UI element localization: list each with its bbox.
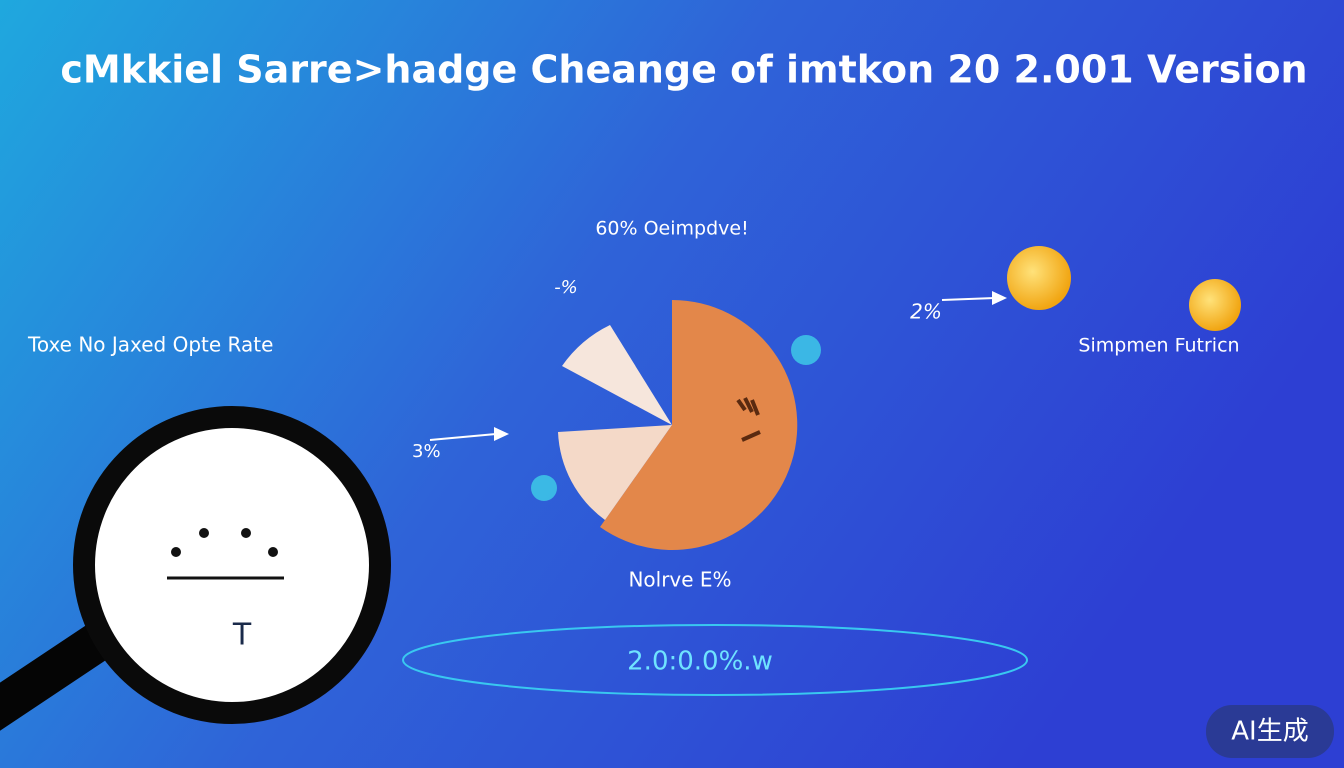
pie-mark [736, 397, 761, 442]
arrow-head [494, 427, 509, 441]
magnifier-dots [171, 528, 278, 557]
title: cMkkiel Sarre>hadge Cheange of imtkon 20… [60, 48, 1307, 92]
right-pct: 2% [910, 300, 942, 324]
left-label: Toxe No Jaxed Opte Rate [27, 333, 273, 357]
ring [402, 624, 1028, 696]
pie-slice [600, 299, 798, 550]
badge-text: AI生成 [1231, 717, 1308, 747]
arrow [429, 433, 497, 441]
arrow-head [992, 291, 1007, 305]
dot [791, 335, 821, 365]
small-label: -% [554, 277, 578, 298]
badge [1206, 705, 1334, 758]
right-label: Simpmen Futricn [1078, 335, 1239, 357]
arrow [941, 297, 996, 301]
pie-slice [562, 325, 672, 425]
left-pct: 3% [412, 441, 441, 462]
magnifier [73, 406, 391, 724]
magnifier-handle [0, 620, 120, 731]
pie-slice [558, 425, 672, 520]
top-label: 60% Oeimpdve! [595, 218, 748, 240]
bottom-label: Nolrve E% [628, 568, 731, 592]
coin [1007, 246, 1071, 310]
magnifier-text: T [232, 618, 252, 653]
ring-label: 2.0:0.0%.w [627, 647, 773, 677]
dot [531, 475, 557, 501]
coin [1189, 279, 1241, 331]
